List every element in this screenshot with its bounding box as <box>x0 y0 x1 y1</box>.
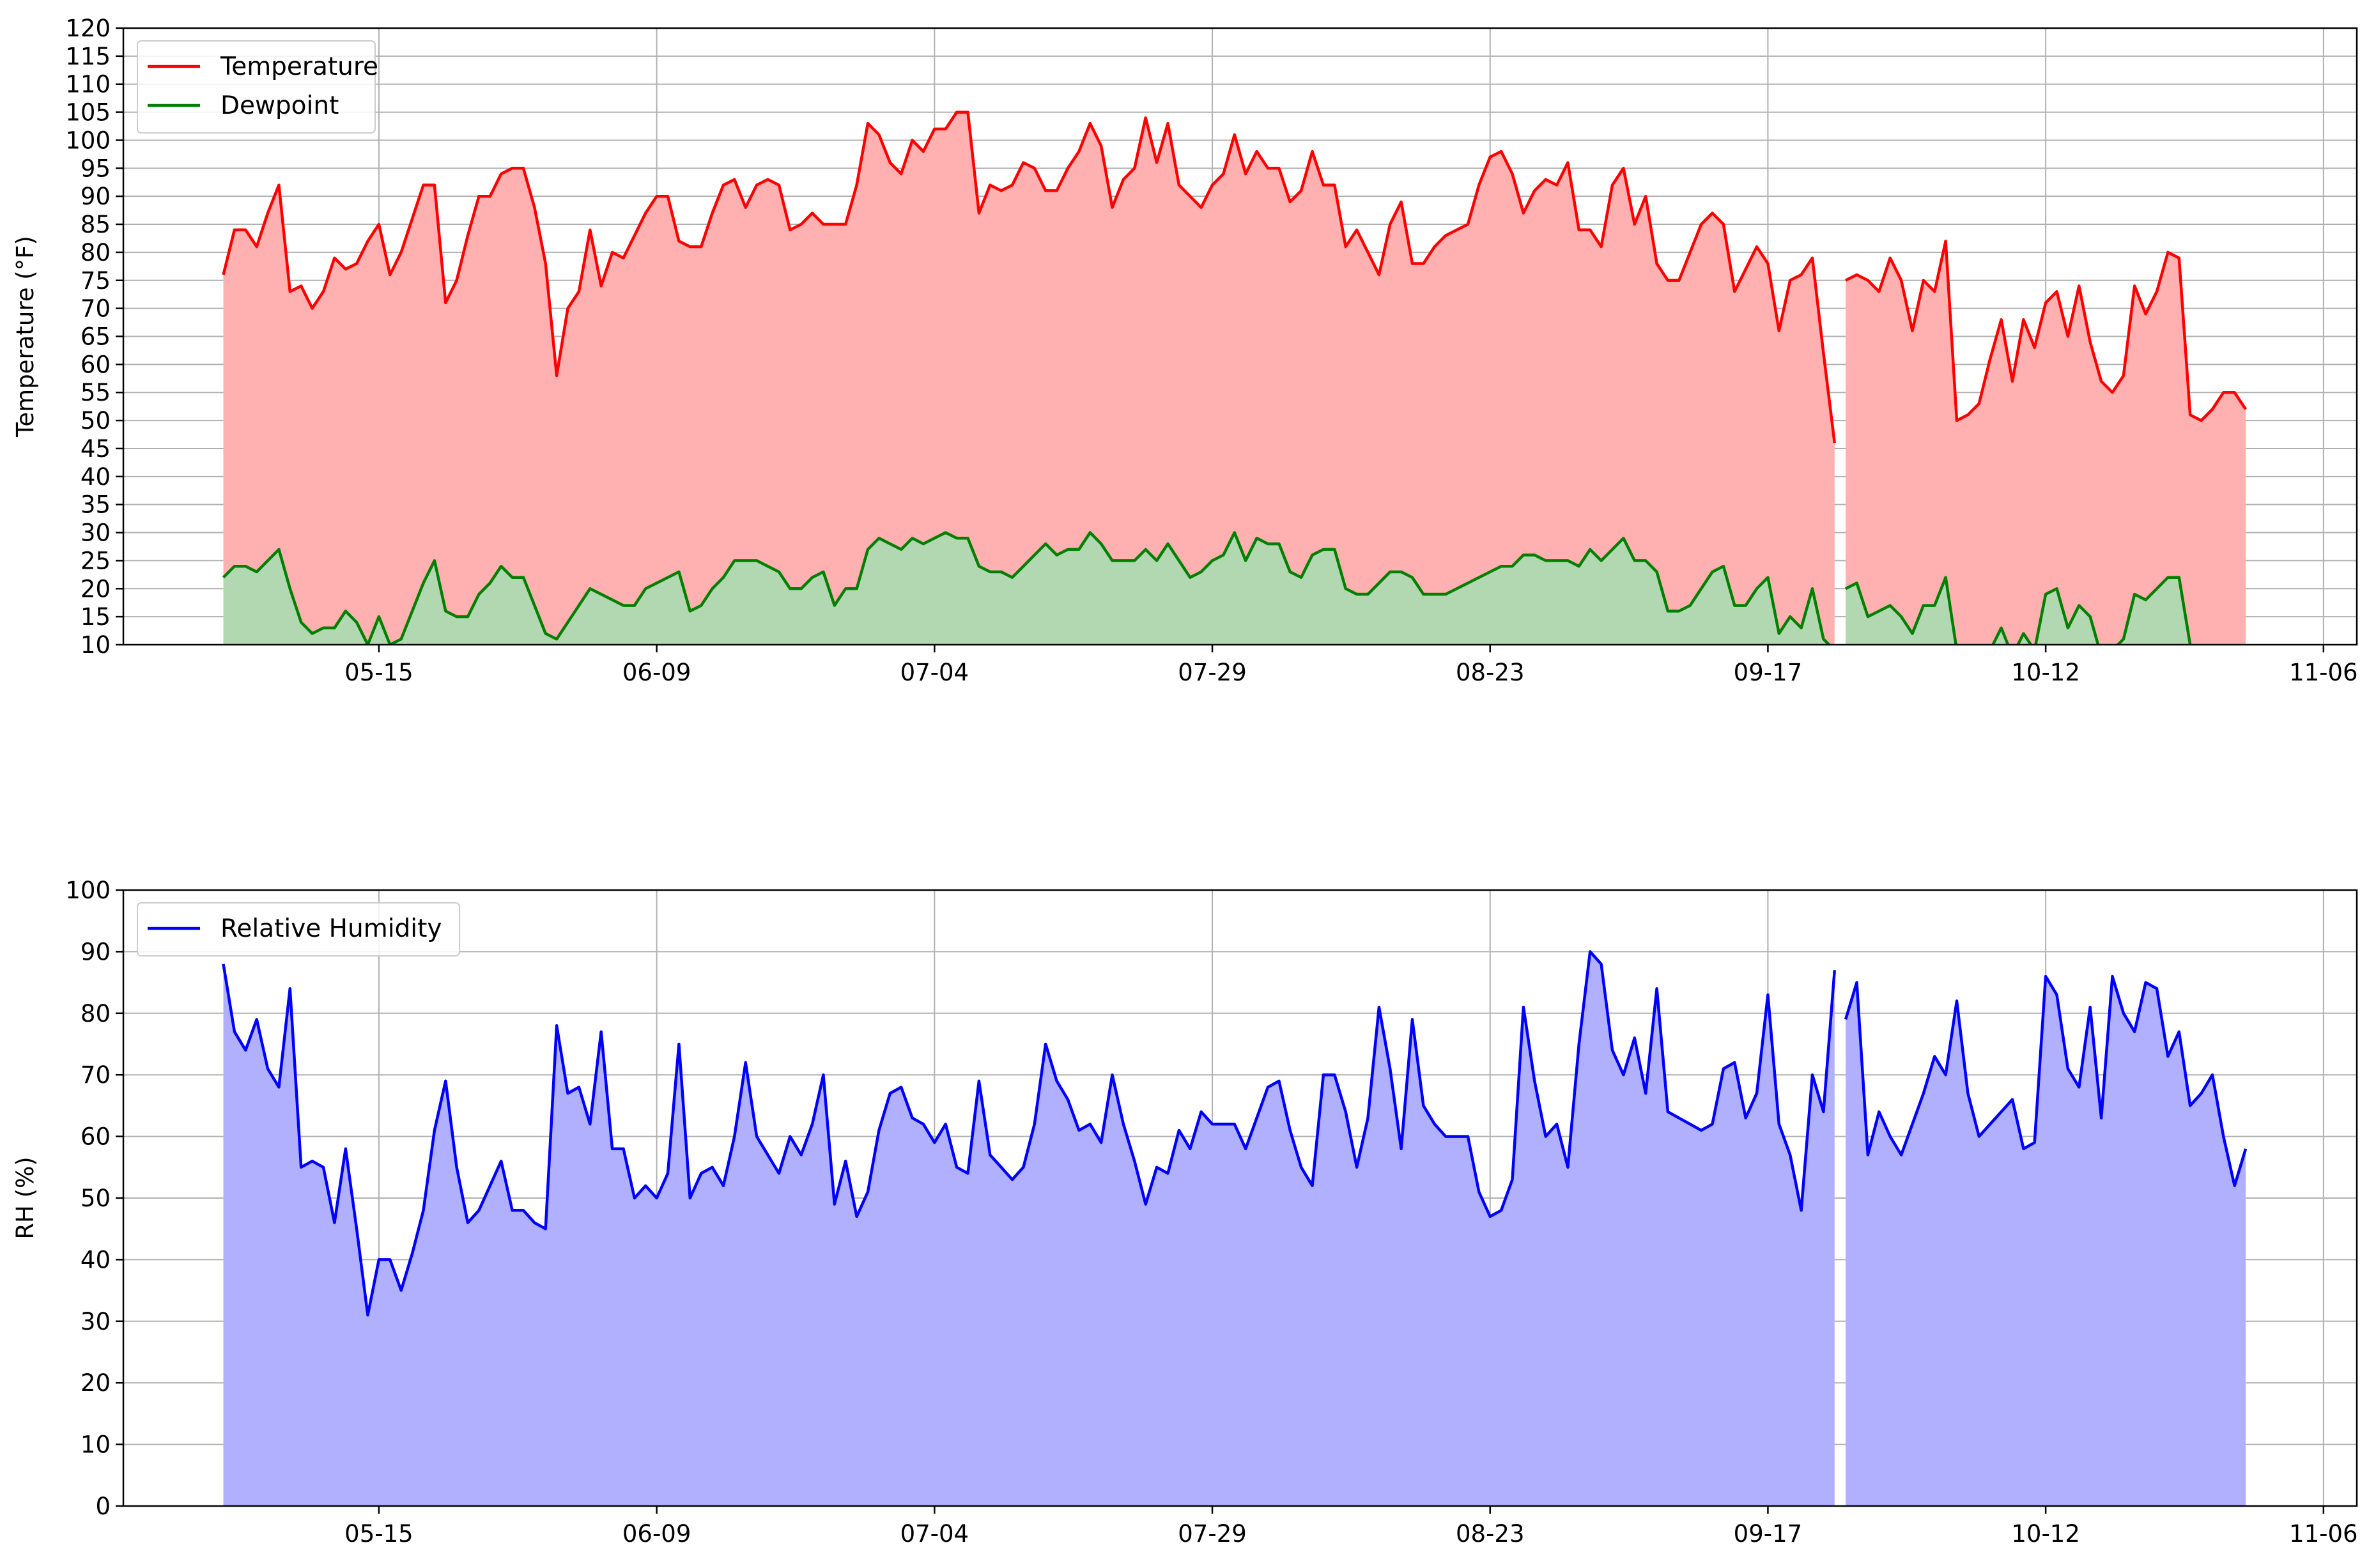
temperature-line-segment-1 <box>1845 240 2247 422</box>
y-tick-label: 70 <box>81 295 111 323</box>
y-tick-label: 85 <box>81 211 111 238</box>
y-tick-label: 25 <box>81 547 111 574</box>
dewpoint-line-segment-1 <box>1845 576 2194 645</box>
y-tick-label: 20 <box>81 575 111 603</box>
temperature-lines <box>222 111 2247 645</box>
y-tick-label: 30 <box>81 1308 111 1335</box>
relative-humidity-line-segment-1 <box>1844 974 2248 1187</box>
y-tick-label: 110 <box>65 71 111 98</box>
y-tick-label: 35 <box>81 491 111 519</box>
temperature-x-ticks: 05-15 06-09 07-04 07-29 08-23 09-17 10-12 11-06 <box>344 645 2358 686</box>
y-tick-label: 80 <box>81 1000 111 1027</box>
x-tick-label: 11-06 <box>2289 1520 2358 1548</box>
y-tick-label: 100 <box>65 127 111 154</box>
x-tick-label: 07-29 <box>1178 659 1247 686</box>
legend-label-temperature: Temperature <box>220 52 378 81</box>
y-tick-label: 0 <box>95 1493 111 1520</box>
y-tick-label: 100 <box>65 877 111 904</box>
y-tick-label: 40 <box>81 1246 111 1273</box>
y-tick-label: 65 <box>81 323 111 351</box>
humidity-fills <box>223 951 2246 1506</box>
legend-label-relative-humidity: Relative Humidity <box>220 914 442 943</box>
y-tick-label: 15 <box>81 603 111 631</box>
relative-humidity-line-segment-0 <box>222 950 1837 1317</box>
x-tick-label: 06-09 <box>622 1520 691 1548</box>
x-tick-label: 06-09 <box>622 659 691 686</box>
relative-humidity-area-segment-0 <box>223 951 1835 1506</box>
temperature-line-segment-0 <box>222 111 1837 443</box>
temperature-y-axis-label: Temperature (°F) <box>12 236 39 438</box>
x-tick-label: 07-04 <box>900 1520 969 1548</box>
y-tick-label: 40 <box>81 463 111 491</box>
dewpoint-area-segment-1 <box>1846 577 2246 645</box>
y-tick-label: 95 <box>81 155 111 182</box>
x-tick-label: 07-29 <box>1178 1520 1247 1548</box>
y-tick-label: 10 <box>81 1431 111 1459</box>
x-tick-label: 05-15 <box>344 659 413 686</box>
temperature-fills <box>223 112 2246 645</box>
y-tick-label: 55 <box>81 379 111 406</box>
y-tick-label: 90 <box>81 183 111 210</box>
temperature-legend-box <box>137 40 376 134</box>
relative-humidity-area-segment-1 <box>1846 976 2246 1506</box>
dewpoint-area-segment-0 <box>223 532 1835 645</box>
x-tick-label: 09-17 <box>1734 659 1803 686</box>
humidity-x-ticks: 05-15 06-09 07-04 07-29 08-23 09-17 10-12 11-06 <box>344 1506 2358 1548</box>
humidity-y-ticks: 0 10 20 30 40 50 60 70 80 90 100 <box>65 877 123 1520</box>
humidity-y-axis-label: RH (%) <box>12 1157 39 1239</box>
y-tick-label: 20 <box>81 1369 111 1397</box>
y-tick-label: 45 <box>81 435 111 463</box>
humidity-lines <box>222 950 2248 1317</box>
humidity-legend: Relative Humidity <box>137 902 460 957</box>
temperature-area-segment-0 <box>223 112 1835 645</box>
humidity-panel: 0 10 20 30 40 50 60 70 80 90 100 05-15 06-09 07-04 07… <box>12 877 2358 1548</box>
y-tick-label: 70 <box>81 1061 111 1089</box>
y-tick-label: 50 <box>81 1185 111 1212</box>
y-tick-label: 10 <box>81 631 111 659</box>
temperature-legend: Temperature Dewpoint <box>137 40 378 134</box>
y-tick-label: 115 <box>65 43 111 70</box>
dewpoint-line-segment-0 <box>222 531 1832 645</box>
temperature-area-segment-1 <box>1846 241 2246 645</box>
y-tick-label: 30 <box>81 519 111 547</box>
x-tick-label: 10-12 <box>2011 659 2080 686</box>
x-tick-label: 09-17 <box>1734 1520 1803 1548</box>
temperature-y-ticks: 1015202530354045505560657075808590951001… <box>65 15 123 659</box>
x-tick-label: 07-04 <box>900 659 969 686</box>
x-tick-label: 08-23 <box>1456 1520 1525 1548</box>
temperature-panel: 1015202530354045505560657075808590951001… <box>12 15 2358 686</box>
x-tick-label: 05-15 <box>344 1520 413 1548</box>
y-tick-label: 120 <box>65 15 111 42</box>
humidity-legend-box <box>137 902 460 957</box>
y-tick-label: 90 <box>81 938 111 965</box>
y-tick-label: 80 <box>81 239 111 266</box>
x-tick-label: 10-12 <box>2011 1520 2080 1548</box>
legend-label-dewpoint: Dewpoint <box>220 91 339 120</box>
x-tick-label: 11-06 <box>2289 659 2358 686</box>
y-tick-label: 105 <box>65 99 111 127</box>
y-tick-label: 75 <box>81 267 111 295</box>
y-tick-label: 60 <box>81 351 111 378</box>
y-tick-label: 60 <box>81 1123 111 1151</box>
y-tick-label: 50 <box>81 407 111 434</box>
x-tick-label: 08-23 <box>1456 659 1525 686</box>
